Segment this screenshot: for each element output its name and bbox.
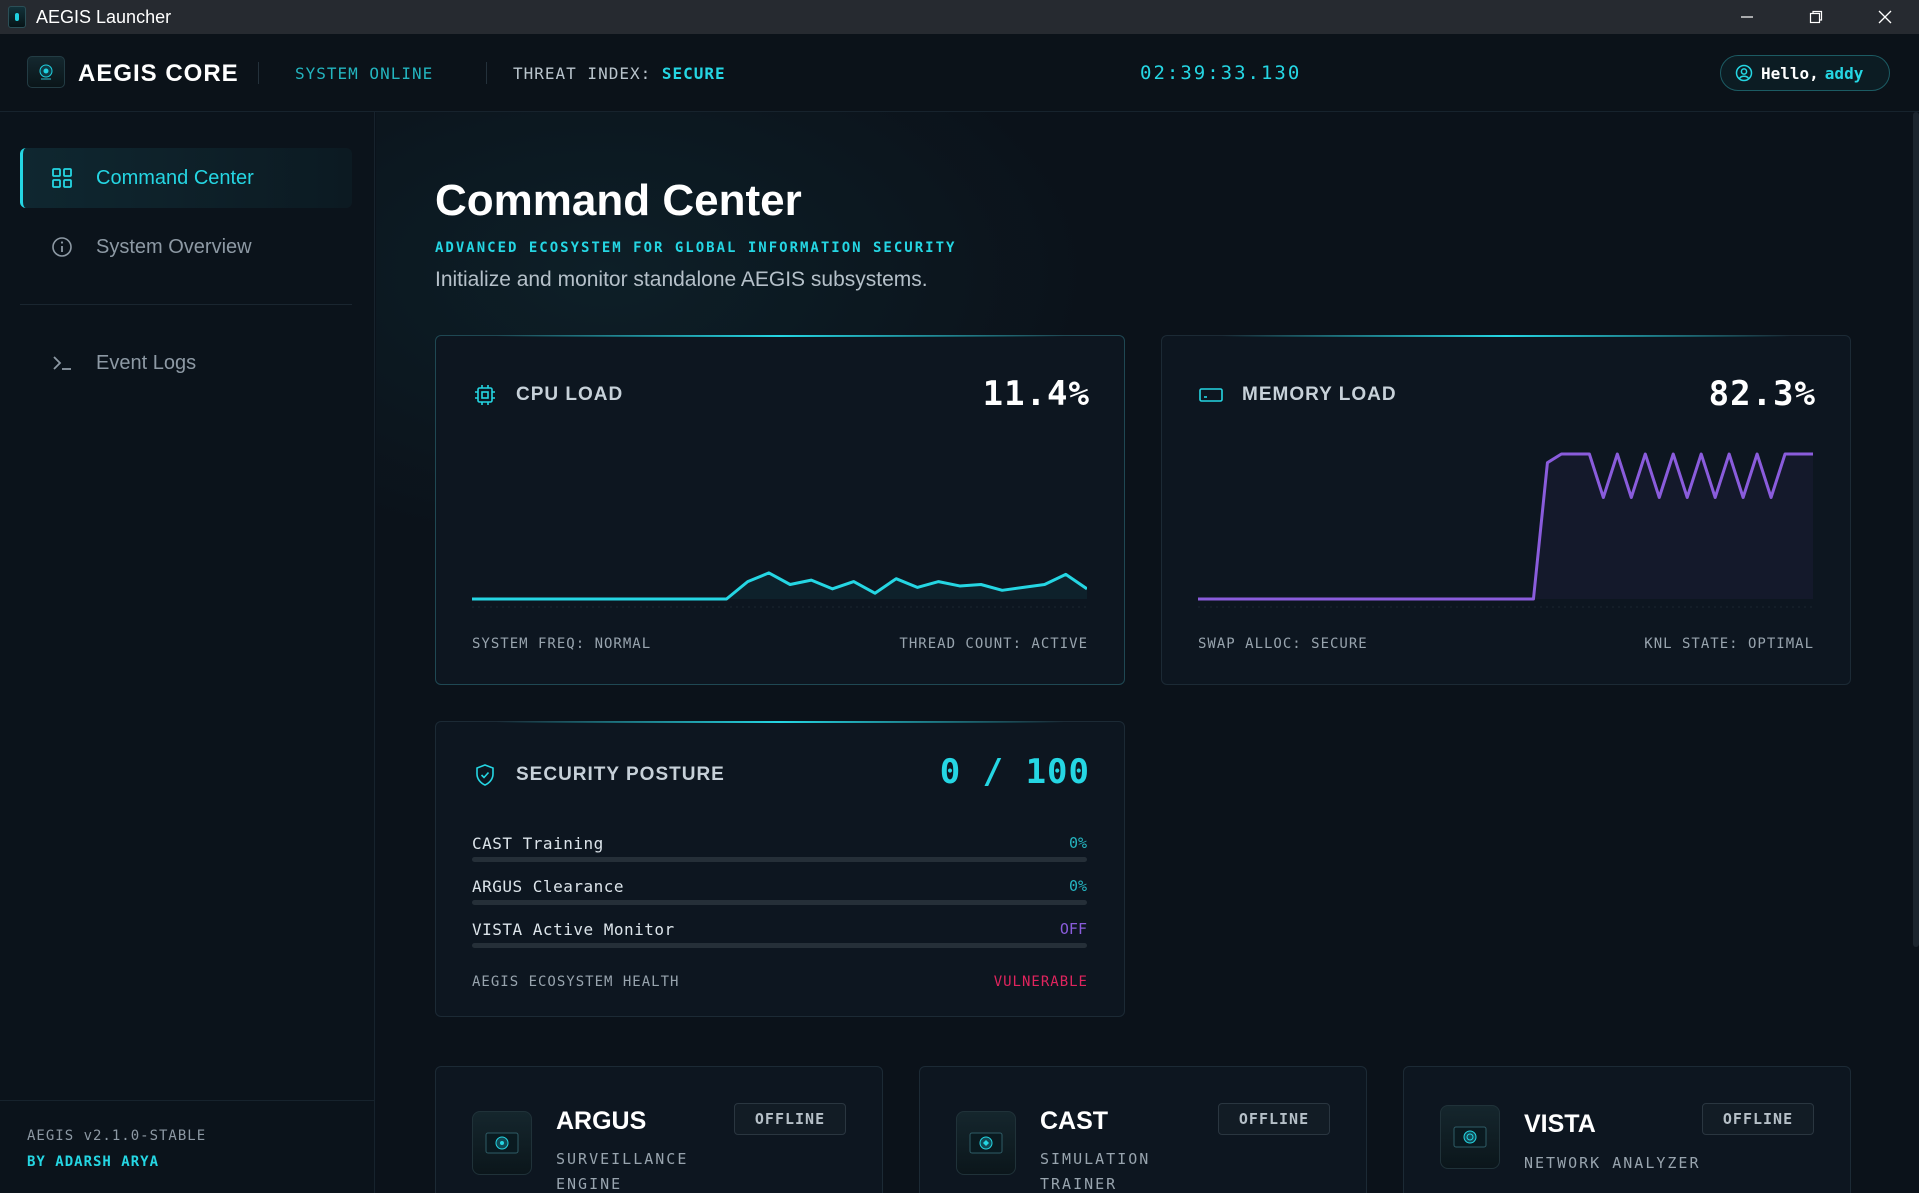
memory-load-value: 82.3% <box>1708 374 1816 414</box>
sidebar-footer-divider <box>0 1100 374 1101</box>
window-titlebar: AEGIS Launcher <box>0 0 1919 34</box>
sidebar-divider <box>20 304 352 305</box>
system-freq-status: SYSTEM FREQ: NORMAL <box>472 636 652 652</box>
security-row-value: 0% <box>1068 834 1087 852</box>
module-subtitle: SIMULATION TRAINER <box>1040 1150 1151 1193</box>
shield-check-icon <box>472 762 498 788</box>
module-status-badge: OFFLINE <box>734 1103 846 1135</box>
security-score: 0 / 100 <box>939 752 1090 792</box>
module-name: ARGUS <box>556 1107 647 1135</box>
card-accent-line <box>1222 335 1790 337</box>
module-card-argus[interactable]: ARGUS SURVEILLANCE ENGINE OFFLINE <box>435 1066 883 1193</box>
restore-button[interactable] <box>1781 0 1850 34</box>
header-divider <box>486 62 487 84</box>
window-title: AEGIS Launcher <box>36 6 172 27</box>
minimize-icon <box>1740 16 1753 18</box>
app-author: BY ADARSH ARYA <box>27 1154 160 1170</box>
module-subtitle: SURVEILLANCE ENGINE <box>556 1150 689 1193</box>
cpu-load-value: 11.4% <box>982 374 1090 414</box>
argus-module-icon <box>472 1111 532 1175</box>
cpu-load-label: CPU LOAD <box>516 384 624 405</box>
security-row-value: 0% <box>1068 877 1087 895</box>
security-row-value: OFF <box>1059 920 1087 938</box>
brand-title: AEGIS CORE <box>78 60 239 87</box>
ecosystem-health-value: VULNERABLE <box>993 974 1088 990</box>
cpu-load-card: CPU LOAD 11.4% SYSTEM FREQ: NORMAL THREA… <box>435 335 1125 685</box>
sidebar-item-label: System Overview <box>96 235 252 258</box>
sidebar-item-label: Command Center <box>96 166 254 189</box>
page-description: Initialize and monitor standalone AEGIS … <box>435 268 928 291</box>
window-controls <box>1712 0 1919 34</box>
app-version: AEGIS v2.1.0-STABLE <box>27 1128 207 1144</box>
app-header: AEGIS CORE SYSTEM ONLINE THREAT INDEX: S… <box>0 34 1919 112</box>
page-title: Command Center <box>435 176 802 225</box>
grid-icon <box>50 166 74 190</box>
card-accent-line <box>496 335 1064 337</box>
chart-line <box>1198 452 1813 601</box>
minimize-button[interactable] <box>1712 0 1781 34</box>
sidebar-item-system-overview[interactable]: System Overview <box>20 217 352 277</box>
card-accent-line <box>496 721 1064 723</box>
threat-value: SECURE <box>661 64 726 83</box>
chart-area <box>1198 454 1813 599</box>
security-row-label: VISTA Active Monitor <box>472 920 675 939</box>
security-row-label: ARGUS Clearance <box>472 877 624 896</box>
kernel-state-status: KNL STATE: OPTIMAL <box>1644 636 1814 652</box>
close-icon <box>1878 10 1891 24</box>
cpu-icon <box>472 382 498 408</box>
security-row-progress <box>472 900 1087 905</box>
vista-module-icon <box>1440 1105 1500 1169</box>
system-clock: 02:39:33.130 <box>1140 62 1302 84</box>
ecosystem-health-label: AEGIS ECOSYSTEM HEALTH <box>472 974 680 990</box>
page-tagline: ADVANCED ECOSYSTEM FOR GLOBAL INFORMATIO… <box>435 240 957 256</box>
threat-index: THREAT INDEX: SECURE <box>513 64 726 83</box>
security-row-progress <box>472 943 1087 948</box>
module-status-badge: OFFLINE <box>1218 1103 1330 1135</box>
user-greeting[interactable]: Hello, addy <box>1720 55 1890 91</box>
user-icon <box>1735 64 1753 82</box>
sidebar-item-command-center[interactable]: Command Center <box>20 148 352 208</box>
module-name: VISTA <box>1524 1110 1596 1138</box>
greeting-text: Hello, <box>1761 63 1819 83</box>
cpu-load-chart <box>472 571 1087 608</box>
info-icon <box>50 235 74 259</box>
sidebar-item-label: Event Logs <box>96 351 197 374</box>
logo-icon <box>39 64 53 80</box>
app-icon <box>8 6 26 28</box>
sidebar <box>0 112 375 1193</box>
memory-load-chart <box>1198 452 1813 608</box>
security-row-label: CAST Training <box>472 834 604 853</box>
memory-icon <box>1198 382 1224 408</box>
terminal-icon <box>50 351 74 375</box>
security-row-progress <box>472 857 1087 862</box>
swap-alloc-status: SWAP ALLOC: SECURE <box>1198 636 1368 652</box>
thread-count-status: THREAD COUNT: ACTIVE <box>899 636 1088 652</box>
memory-load-label: MEMORY LOAD <box>1242 384 1397 405</box>
username: addy <box>1824 63 1864 83</box>
security-posture-card: SECURITY POSTURE 0 / 100 CAST Training 0… <box>435 721 1125 1017</box>
security-row-vista: VISTA Active Monitor OFF <box>472 920 1087 948</box>
security-row-argus: ARGUS Clearance 0% <box>472 877 1087 905</box>
threat-label: THREAT INDEX: <box>513 64 652 83</box>
security-row-cast: CAST Training 0% <box>472 834 1087 862</box>
security-posture-label: SECURITY POSTURE <box>516 764 725 785</box>
module-card-vista[interactable]: VISTA NETWORK ANALYZER OFFLINE <box>1403 1066 1851 1193</box>
module-status-badge: OFFLINE <box>1702 1103 1814 1135</box>
chart-line <box>472 571 1087 601</box>
cast-module-icon <box>956 1111 1016 1175</box>
close-button[interactable] <box>1850 0 1919 34</box>
sidebar-item-event-logs[interactable]: Event Logs <box>20 333 352 393</box>
header-divider <box>258 62 259 84</box>
main-scrollbar[interactable] <box>1913 112 1919 947</box>
module-name: CAST <box>1040 1107 1109 1135</box>
module-subtitle: NETWORK ANALYZER <box>1524 1154 1701 1172</box>
restore-icon <box>1809 10 1822 24</box>
module-card-cast[interactable]: CAST SIMULATION TRAINER OFFLINE <box>919 1066 1367 1193</box>
logo <box>27 56 65 88</box>
system-status: SYSTEM ONLINE <box>295 64 434 83</box>
memory-load-card: MEMORY LOAD 82.3% SWAP ALLOC: SECURE KNL… <box>1161 335 1851 685</box>
chart-area <box>472 572 1087 599</box>
